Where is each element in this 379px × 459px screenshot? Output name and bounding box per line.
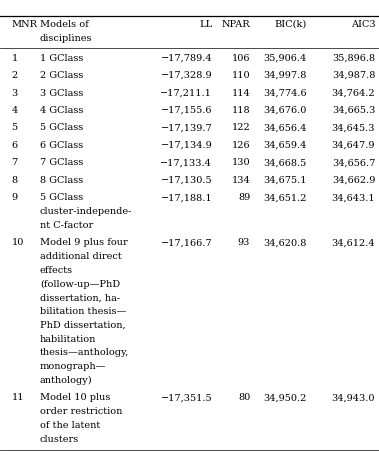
Text: disciplines: disciplines	[40, 34, 92, 43]
Text: 3 GClass: 3 GClass	[40, 89, 83, 98]
Text: 34,774.6: 34,774.6	[263, 89, 307, 98]
Text: −17,328.9: −17,328.9	[161, 71, 212, 80]
Text: 34,612.4: 34,612.4	[332, 238, 375, 247]
Text: 122: 122	[232, 123, 250, 133]
Text: 110: 110	[232, 71, 250, 80]
Text: 5: 5	[11, 123, 17, 133]
Text: 34,987.8: 34,987.8	[332, 71, 375, 80]
Text: 34,647.9: 34,647.9	[332, 141, 375, 150]
Text: 34,997.8: 34,997.8	[264, 71, 307, 80]
Text: 4: 4	[11, 106, 17, 115]
Text: 6 GClass: 6 GClass	[40, 141, 83, 150]
Text: effects: effects	[40, 266, 73, 275]
Text: 34,662.9: 34,662.9	[332, 176, 375, 185]
Text: nt C-factor: nt C-factor	[40, 221, 93, 230]
Text: LL: LL	[199, 20, 212, 29]
Text: 80: 80	[238, 393, 250, 403]
Text: 5 GClass: 5 GClass	[40, 123, 83, 133]
Text: 34,651.2: 34,651.2	[263, 193, 307, 202]
Text: 34,675.1: 34,675.1	[263, 176, 307, 185]
Text: 130: 130	[232, 158, 250, 168]
Text: PhD dissertation,: PhD dissertation,	[40, 321, 125, 330]
Text: −17,139.7: −17,139.7	[160, 123, 212, 133]
Text: monograph—: monograph—	[40, 362, 106, 371]
Text: 1 GClass: 1 GClass	[40, 54, 83, 63]
Text: 34,665.3: 34,665.3	[332, 106, 375, 115]
Text: −17,155.6: −17,155.6	[161, 106, 212, 115]
Text: additional direct: additional direct	[40, 252, 122, 261]
Text: (follow-up—PhD: (follow-up—PhD	[40, 280, 120, 289]
Text: 93: 93	[238, 238, 250, 247]
Text: 1: 1	[11, 54, 17, 63]
Text: 35,896.8: 35,896.8	[332, 54, 375, 63]
Text: 134: 134	[232, 176, 250, 185]
Text: 34,950.2: 34,950.2	[264, 393, 307, 403]
Text: Model 9 plus four: Model 9 plus four	[40, 238, 128, 247]
Text: of the latent: of the latent	[40, 421, 100, 430]
Text: anthology): anthology)	[40, 376, 92, 385]
Text: clusters: clusters	[40, 435, 79, 444]
Text: −17,211.1: −17,211.1	[160, 89, 212, 98]
Text: 34,643.1: 34,643.1	[332, 193, 375, 202]
Text: 34,764.2: 34,764.2	[332, 89, 375, 98]
Text: order restriction: order restriction	[40, 407, 122, 416]
Text: 114: 114	[232, 89, 250, 98]
Text: bilitation thesis—: bilitation thesis—	[40, 307, 126, 316]
Text: 7: 7	[11, 158, 17, 168]
Text: Models of: Models of	[40, 20, 89, 29]
Text: dissertation, ha-: dissertation, ha-	[40, 293, 120, 302]
Text: 34,676.0: 34,676.0	[264, 106, 307, 115]
Text: 6: 6	[11, 141, 17, 150]
Text: 89: 89	[238, 193, 250, 202]
Text: −17,351.5: −17,351.5	[161, 393, 212, 403]
Text: 34,645.3: 34,645.3	[332, 123, 375, 133]
Text: 34,620.8: 34,620.8	[264, 238, 307, 247]
Text: 34,659.4: 34,659.4	[264, 141, 307, 150]
Text: cluster-independe-: cluster-independe-	[40, 207, 132, 216]
Text: 34,656.7: 34,656.7	[332, 158, 375, 168]
Text: 10: 10	[11, 238, 24, 247]
Text: 2: 2	[11, 71, 17, 80]
Text: 4 GClass: 4 GClass	[40, 106, 83, 115]
Text: −17,166.7: −17,166.7	[161, 238, 212, 247]
Text: AIC3: AIC3	[351, 20, 375, 29]
Text: MNR: MNR	[11, 20, 38, 29]
Text: NPAR: NPAR	[221, 20, 250, 29]
Text: Model 10 plus: Model 10 plus	[40, 393, 110, 403]
Text: −17,188.1: −17,188.1	[161, 193, 212, 202]
Text: 11: 11	[11, 393, 24, 403]
Text: 35,906.4: 35,906.4	[264, 54, 307, 63]
Text: thesis—anthology,: thesis—anthology,	[40, 348, 129, 358]
Text: 2 GClass: 2 GClass	[40, 71, 83, 80]
Text: 34,656.4: 34,656.4	[264, 123, 307, 133]
Text: 8 GClass: 8 GClass	[40, 176, 83, 185]
Text: 5 GClass: 5 GClass	[40, 193, 83, 202]
Text: −17,134.9: −17,134.9	[160, 141, 212, 150]
Text: −17,130.5: −17,130.5	[161, 176, 212, 185]
Text: 34,943.0: 34,943.0	[332, 393, 375, 403]
Text: 8: 8	[11, 176, 17, 185]
Text: −17,789.4: −17,789.4	[161, 54, 212, 63]
Text: BIC(k): BIC(k)	[275, 20, 307, 29]
Text: 126: 126	[232, 141, 250, 150]
Text: habilitation: habilitation	[40, 335, 96, 344]
Text: 7 GClass: 7 GClass	[40, 158, 83, 168]
Text: 9: 9	[11, 193, 17, 202]
Text: −17,133.4: −17,133.4	[160, 158, 212, 168]
Text: 34,668.5: 34,668.5	[264, 158, 307, 168]
Text: 118: 118	[232, 106, 250, 115]
Text: 3: 3	[11, 89, 17, 98]
Text: 106: 106	[232, 54, 250, 63]
